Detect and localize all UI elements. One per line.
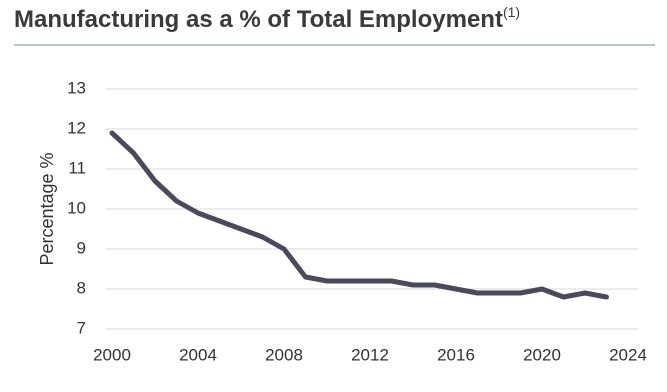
y-axis-label: Percentage % — [37, 152, 57, 265]
x-tick-label: 2020 — [523, 345, 561, 364]
x-tick-label: 2008 — [265, 345, 303, 364]
x-tick-label: 2012 — [351, 345, 389, 364]
y-tick-label: 8 — [77, 278, 86, 297]
x-tick-label: 2000 — [93, 345, 131, 364]
y-tick-label: 9 — [77, 238, 86, 257]
y-tick-label: 13 — [67, 78, 86, 97]
chart-title-block: Manufacturing as a % of Total Employment… — [14, 4, 520, 33]
x-tick-label: 2024 — [609, 345, 647, 364]
y-tick-label: 11 — [68, 158, 86, 177]
y-tick-label: 12 — [67, 118, 86, 137]
chart-title: Manufacturing as a % of Total Employment — [14, 6, 503, 33]
title-superscript: (1) — [503, 4, 520, 20]
data-line — [109, 130, 609, 300]
x-tick-label: 2004 — [179, 345, 217, 364]
y-tick-label: 7 — [77, 318, 86, 337]
x-tick-label: 2016 — [437, 345, 475, 364]
y-tick-label: 10 — [67, 198, 86, 217]
